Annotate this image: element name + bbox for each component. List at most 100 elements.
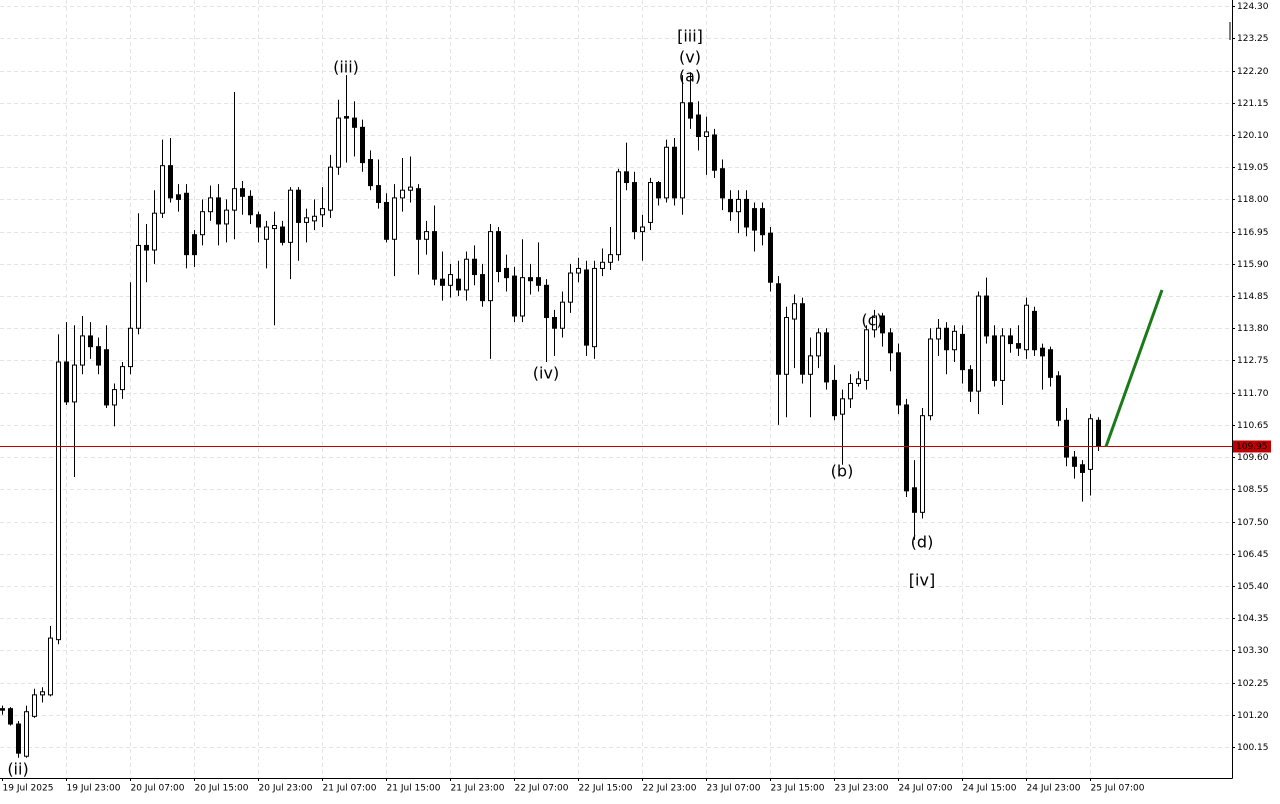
candle-body bbox=[416, 188, 421, 240]
x-tick-label: 24 Jul 15:00 bbox=[963, 784, 1017, 794]
candle-body bbox=[312, 215, 317, 222]
wave-label: (d) bbox=[911, 533, 934, 552]
candle-body bbox=[216, 197, 221, 225]
wave-label: [iii] bbox=[677, 27, 703, 46]
candle-body bbox=[0, 708, 5, 711]
candle-body bbox=[816, 332, 821, 357]
candle-body bbox=[224, 209, 229, 225]
candle-body bbox=[144, 244, 149, 251]
y-tick-label: 119.05 bbox=[1237, 163, 1269, 173]
y-tick-label: 114.85 bbox=[1237, 292, 1269, 302]
candle-body bbox=[424, 231, 429, 240]
candle-body bbox=[480, 274, 485, 302]
candle-body bbox=[1080, 464, 1085, 473]
candle-body bbox=[936, 327, 941, 340]
candle-body bbox=[1016, 343, 1021, 349]
candle-body bbox=[1056, 375, 1061, 421]
candle-body bbox=[888, 332, 893, 354]
y-tick-label: 105.40 bbox=[1237, 582, 1269, 592]
x-tick-label: 20 Jul 23:00 bbox=[259, 784, 313, 794]
candle-body bbox=[808, 355, 813, 375]
candle-body bbox=[624, 171, 629, 184]
candle-body bbox=[608, 254, 613, 263]
candle-body bbox=[208, 197, 213, 213]
candle-body bbox=[952, 330, 957, 351]
candle-body bbox=[160, 165, 165, 214]
candle-body bbox=[272, 224, 277, 230]
candle-body bbox=[192, 234, 197, 256]
x-tick-label: 20 Jul 15:00 bbox=[195, 784, 249, 794]
candle-body bbox=[896, 352, 901, 406]
candle-body bbox=[712, 134, 717, 171]
candle-body bbox=[384, 201, 389, 240]
candle-body bbox=[128, 327, 133, 368]
candle-body bbox=[1088, 418, 1093, 470]
current-price-box bbox=[1233, 440, 1271, 453]
candle-body bbox=[912, 487, 917, 513]
candle-body bbox=[680, 102, 685, 199]
candle-body bbox=[696, 114, 701, 138]
candle-body bbox=[104, 349, 109, 406]
candle-body bbox=[792, 303, 797, 320]
candle-body bbox=[504, 267, 509, 279]
candle-body bbox=[760, 208, 765, 236]
x-tick-label: 23 Jul 15:00 bbox=[771, 784, 825, 794]
candle-body bbox=[472, 258, 477, 276]
y-tick-label: 104.35 bbox=[1237, 614, 1269, 624]
candle-body bbox=[352, 117, 357, 128]
candle-body bbox=[632, 182, 637, 233]
candle-body bbox=[392, 197, 397, 240]
candle-body bbox=[824, 332, 829, 383]
candle-body bbox=[120, 366, 125, 391]
candle-body bbox=[200, 211, 205, 236]
candle-body bbox=[744, 198, 749, 228]
candle-body bbox=[64, 361, 69, 403]
candle-body bbox=[672, 146, 677, 199]
candle-body bbox=[488, 231, 493, 302]
y-tick-label: 106.45 bbox=[1237, 550, 1269, 560]
candle-body bbox=[768, 232, 773, 283]
candle-body bbox=[496, 231, 501, 273]
candle-body bbox=[168, 165, 173, 199]
x-tick-label: 24 Jul 07:00 bbox=[899, 784, 953, 794]
candle-body bbox=[592, 267, 597, 348]
candle-body bbox=[984, 295, 989, 337]
y-tick-label: 110.65 bbox=[1237, 421, 1269, 431]
wave-label: (iii) bbox=[333, 58, 359, 77]
candle-body bbox=[552, 317, 557, 329]
x-tick-label: 23 Jul 07:00 bbox=[707, 784, 761, 794]
candle-body bbox=[1008, 335, 1013, 345]
candle-body bbox=[832, 379, 837, 417]
candle-body bbox=[528, 277, 533, 282]
candle-body bbox=[992, 335, 997, 381]
x-tick-label: 24 Jul 23:00 bbox=[1027, 784, 1081, 794]
candle-body bbox=[664, 146, 669, 199]
candle-body bbox=[544, 284, 549, 319]
candle-body bbox=[344, 116, 349, 119]
candle-body bbox=[368, 159, 373, 187]
candle-body bbox=[264, 226, 269, 240]
x-tick-label: 19 Jul 23:00 bbox=[67, 784, 121, 794]
candle-body bbox=[928, 338, 933, 417]
candle-body bbox=[288, 189, 293, 243]
candle-body bbox=[304, 217, 309, 223]
candle-body bbox=[1000, 335, 1005, 381]
candle-body bbox=[336, 117, 341, 168]
candle-body bbox=[240, 188, 245, 197]
candle-body bbox=[448, 274, 453, 286]
candle-body bbox=[400, 189, 405, 199]
candle-body bbox=[800, 303, 805, 375]
candle-body bbox=[1096, 419, 1101, 447]
y-tick-label: 113.80 bbox=[1237, 324, 1269, 334]
candle-body bbox=[520, 277, 525, 317]
y-tick-label: 108.55 bbox=[1237, 485, 1269, 495]
wave-label: (b) bbox=[831, 462, 854, 481]
forecast-arrow bbox=[1104, 289, 1164, 448]
candle-body bbox=[856, 378, 861, 384]
candle-body bbox=[576, 267, 581, 274]
candle-body bbox=[904, 404, 909, 492]
x-tick-label: 20 Jul 07:00 bbox=[131, 784, 185, 794]
y-tick-label: 122.20 bbox=[1237, 67, 1269, 77]
candle-body bbox=[376, 185, 381, 203]
